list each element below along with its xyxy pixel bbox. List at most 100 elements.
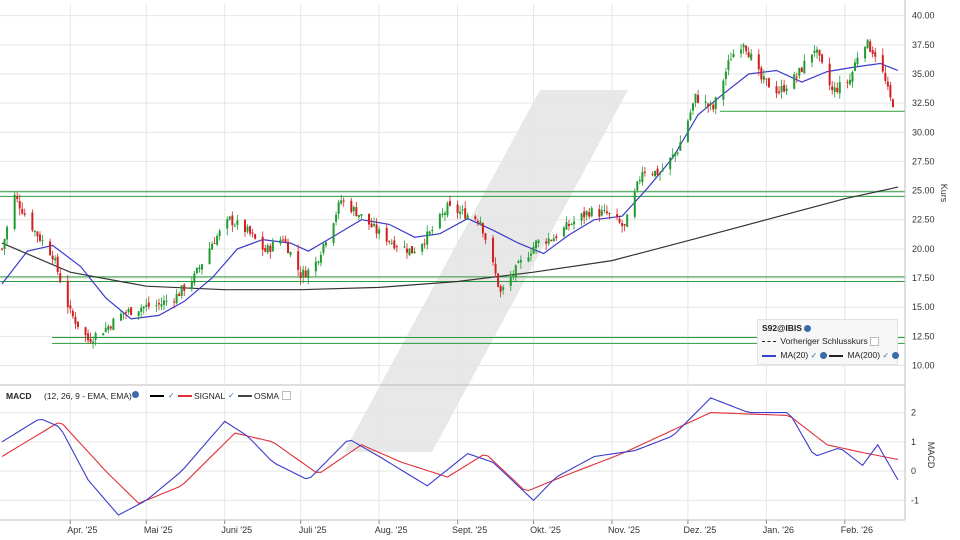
settings-dot-icon[interactable] <box>804 325 812 333</box>
candle-body <box>800 67 803 72</box>
candle-body <box>757 54 760 70</box>
candle-body <box>142 306 145 309</box>
x-tick-label: Juni '25 <box>221 525 252 535</box>
candle-body <box>853 62 856 71</box>
candle-body <box>651 173 654 175</box>
osma-label: OSMA <box>254 391 280 401</box>
candle-body <box>180 285 183 296</box>
checkbox-icon[interactable] <box>282 391 291 400</box>
candle-body <box>228 216 231 220</box>
candle-body <box>71 310 74 317</box>
candle-body <box>532 246 535 254</box>
candle-body <box>390 242 393 244</box>
candle-body <box>603 209 606 211</box>
candle-body <box>886 81 889 87</box>
candle-body <box>1 248 3 250</box>
candle-body <box>550 240 553 242</box>
candle-body <box>317 261 320 263</box>
candle-body <box>304 270 307 278</box>
candles <box>1 39 894 349</box>
candle-body <box>200 264 203 270</box>
candle-body <box>431 230 434 232</box>
price-legend: S92@IBIS Vorheriger Schlusskurs MA(20) ✓… <box>757 319 899 365</box>
candle-body <box>476 220 479 223</box>
check-icon[interactable]: ✓ <box>882 351 890 360</box>
candle-body <box>51 255 54 260</box>
candle-body <box>783 84 786 92</box>
settings-dot-icon[interactable] <box>819 352 827 360</box>
candle-body <box>585 211 588 216</box>
candle-body <box>709 103 712 105</box>
candle-body <box>745 45 748 52</box>
check-icon[interactable]: ✓ <box>168 391 175 400</box>
candle-body <box>183 284 186 291</box>
candle-body <box>689 112 692 120</box>
candle-body <box>385 227 388 242</box>
price-tick-label: 35.00 <box>912 69 935 79</box>
candle-body <box>264 247 267 252</box>
settings-dot-icon[interactable] <box>891 352 899 360</box>
check-icon[interactable]: ✓ <box>810 351 818 360</box>
candle-body <box>694 93 697 103</box>
legend-symbol: S92@IBIS <box>762 323 812 333</box>
candle-body <box>360 214 363 216</box>
candle-body <box>297 251 300 270</box>
candle-body <box>750 53 753 60</box>
candle-body <box>722 80 725 100</box>
candle-body <box>127 309 130 313</box>
candle-body <box>243 219 246 233</box>
settings-dot-icon[interactable] <box>132 391 139 398</box>
candle-body <box>555 236 558 239</box>
x-tick-label: Apr. '25 <box>67 525 97 535</box>
x-tick-label: Dez. '25 <box>684 525 717 535</box>
candle-body <box>762 76 765 80</box>
price-tick-label: 20.00 <box>912 244 935 254</box>
candle-body <box>130 307 133 315</box>
check-icon[interactable]: ✓ <box>228 391 235 400</box>
candle-body <box>545 241 548 244</box>
candle-body <box>21 208 24 214</box>
candle-body <box>499 285 502 292</box>
candle-body <box>742 44 745 48</box>
candle-body <box>535 240 538 249</box>
candle-body <box>679 142 682 151</box>
legend-ma20-text: MA(20) <box>780 350 809 360</box>
candle-body <box>335 214 338 222</box>
candle-body <box>459 211 462 214</box>
candle-body <box>848 79 851 85</box>
candle-body <box>89 338 92 343</box>
candle-body <box>780 86 783 92</box>
candle-body <box>18 201 21 209</box>
candle-body <box>871 50 874 54</box>
candle-body <box>438 214 441 229</box>
candle-body <box>261 236 264 250</box>
candle-body <box>36 231 39 237</box>
candle-body <box>641 171 644 183</box>
candle-body <box>195 267 198 274</box>
candle-body <box>821 54 824 63</box>
candle-body <box>218 230 221 237</box>
candle-body <box>474 216 477 220</box>
candle-body <box>350 200 353 213</box>
candle-body <box>49 241 52 256</box>
price-tick-label: 30.00 <box>912 127 935 137</box>
price-tick-label: 25.00 <box>912 186 935 196</box>
macd-swatch-icon <box>150 395 164 397</box>
candle-body <box>740 49 743 54</box>
candle-body <box>891 99 894 108</box>
candle-body <box>107 326 110 330</box>
candle-body <box>798 68 801 76</box>
candle-body <box>449 201 451 206</box>
macd-y-axis-label: MACD <box>926 442 936 469</box>
candle-body <box>712 104 715 110</box>
candle-body <box>411 246 414 254</box>
candle-body <box>388 240 391 242</box>
candle-body <box>31 212 34 231</box>
candle-body <box>747 52 750 58</box>
candle-body <box>846 82 849 84</box>
candle-body <box>509 277 512 286</box>
candle-body <box>828 63 831 86</box>
ma20-swatch-icon <box>762 354 776 357</box>
candle-body <box>368 213 371 225</box>
checkbox-icon[interactable] <box>870 337 880 347</box>
